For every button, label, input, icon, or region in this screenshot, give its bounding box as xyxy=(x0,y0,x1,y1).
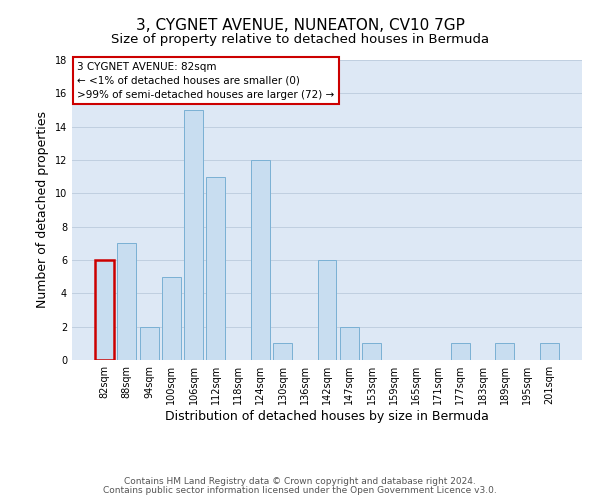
Bar xyxy=(540,344,559,360)
Text: Contains public sector information licensed under the Open Government Licence v3: Contains public sector information licen… xyxy=(103,486,497,495)
Bar xyxy=(451,344,470,360)
Bar xyxy=(273,344,292,360)
Bar xyxy=(184,110,203,360)
Text: Contains HM Land Registry data © Crown copyright and database right 2024.: Contains HM Land Registry data © Crown c… xyxy=(124,477,476,486)
Bar xyxy=(140,326,158,360)
Bar xyxy=(496,344,514,360)
Bar xyxy=(206,176,225,360)
Text: 3 CYGNET AVENUE: 82sqm
← <1% of detached houses are smaller (0)
>99% of semi-det: 3 CYGNET AVENUE: 82sqm ← <1% of detached… xyxy=(77,62,334,100)
Bar xyxy=(340,326,359,360)
Bar xyxy=(95,260,114,360)
Bar xyxy=(251,160,270,360)
Text: 3, CYGNET AVENUE, NUNEATON, CV10 7GP: 3, CYGNET AVENUE, NUNEATON, CV10 7GP xyxy=(136,18,464,32)
Y-axis label: Number of detached properties: Number of detached properties xyxy=(36,112,49,308)
Bar xyxy=(162,276,181,360)
X-axis label: Distribution of detached houses by size in Bermuda: Distribution of detached houses by size … xyxy=(165,410,489,423)
Bar xyxy=(362,344,381,360)
Bar xyxy=(317,260,337,360)
Text: Size of property relative to detached houses in Bermuda: Size of property relative to detached ho… xyxy=(111,32,489,46)
Bar xyxy=(118,244,136,360)
